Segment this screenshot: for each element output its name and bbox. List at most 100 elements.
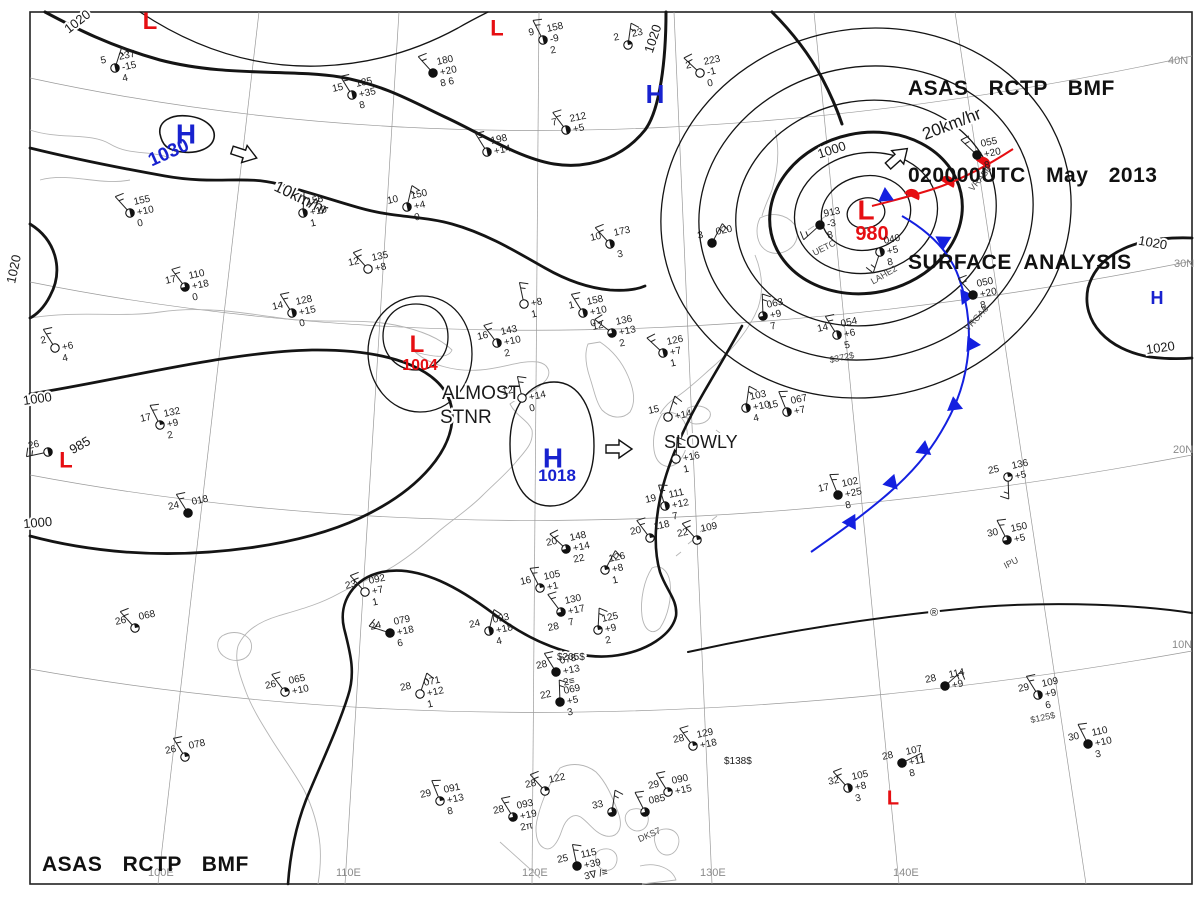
station-pressure-change: +12 [671,497,690,511]
cloud-cover-circle [360,587,370,597]
latitude-line [29,260,1193,331]
station-plot: 16 105+1 [519,566,562,593]
station-pressure: 212 [569,111,588,125]
station-temperature: 29 [647,779,661,792]
wind-barb-tick [659,776,665,779]
wind-barb [302,191,305,209]
wind-barb-tick [650,339,656,343]
station-temperature: 25 [556,853,570,866]
isobar-line [286,324,744,886]
isobar-ring [660,27,1072,399]
wind-barb [149,405,159,422]
station-pressure-change: +8 [611,562,625,575]
wind-barb [996,520,1006,537]
isobar-value-label: 1020 [641,23,664,55]
station-plot: 7 212+5 [551,109,588,135]
isobar-ring [846,197,886,229]
station-pressure: 135 [355,76,374,90]
station-temperature: 20 [629,525,643,538]
station-temperature: 5 [100,55,108,67]
wind-barb-tick [549,529,559,535]
wind-barb-tick [340,73,350,77]
station-dewpoint: 8 6 [439,76,455,90]
station-plot: 17 110+180 [164,266,210,304]
wind-barb-tick [1003,491,1009,494]
cold-front-triangle [882,473,898,490]
station-temperature: 24 [167,500,181,513]
station-dewpoint: 8 [826,230,834,242]
low-pressure-symbol: L [410,331,425,358]
wind-barb-tick [550,596,556,600]
longitude-line [344,11,400,885]
station-pressure-change: +16 [682,450,701,464]
title-line-product: ASAS RCTP BMF [42,853,249,876]
coastline [653,412,688,467]
station-plot: 29 109+96$125$ [1017,673,1060,725]
station-pressure-change: +15 [674,783,693,797]
cold-front-line [810,215,970,553]
cloud-cover-fill [159,420,165,425]
station-pressure: 135 [371,250,390,264]
wind-barb-tick [280,291,290,295]
cloud-cover-circle [663,412,673,422]
wind-barb-tick [1077,722,1088,725]
station-plot: 28 129+18 [672,725,718,751]
station-temperature: 14 [271,300,285,313]
station-temperature: 26 [164,744,178,757]
station-plot: 25 115+393∇ /≡ [556,843,609,883]
station-pressure: 071 [423,675,442,689]
wind-barb-tick [780,396,786,398]
station-temperature: 2 [685,60,693,72]
wind-barb [119,611,133,626]
wind-barb-tick [1026,673,1036,677]
cloud-cover-fill [1007,472,1013,477]
station-plot: 25 136+5 [987,458,1030,500]
pressure-value-label: 1004 [402,357,438,374]
station-temperature: 24 [369,620,383,633]
cloud-cover-fill [561,544,571,554]
station-plot: 33 [591,789,624,817]
station-pressure-change: +13 [618,324,637,338]
isobar-line [509,381,595,507]
coastline [535,764,621,850]
isobar-line [28,222,59,320]
wind-barb-tick [799,231,805,240]
wind-barb-tick [373,623,378,629]
wind-barb [42,329,54,345]
station-temperature: 12 [501,385,515,398]
station-temperature: 1 [568,300,576,312]
wind-barb-tick [492,614,498,619]
wind-barb-tick [552,109,562,113]
station-plot: 22 109 [676,519,719,545]
station-plot: 14 054+65$372$ [816,313,859,365]
station-plot: 103+104 [741,385,771,425]
station-identifier-tag: $125$ [1030,710,1057,725]
station-dewpoint: 2 [166,430,174,442]
station-plot: 155+100 [114,192,155,230]
wind-barb-tick [630,22,640,28]
station-dewpoint: 8 [358,100,366,112]
wind-barb-tick [171,266,181,270]
wind-barb-tick [676,436,686,442]
wind-barb [529,774,543,789]
station-pressure-change: +18 [396,624,415,638]
longitude-line [531,11,540,885]
station-identifier-tag: DKS7 [636,825,662,844]
station-pressure-change: +8 [854,780,868,793]
wind-barb-tick [504,801,510,804]
station-plot: 180+208 6 [417,52,458,90]
station-temperature: 28 [492,804,506,817]
isobar-line [770,10,844,126]
pressure-value-label: 1030 [145,135,192,171]
wind-barb [420,672,428,691]
title-line-type: SURFACE ANALYSIS [908,251,1132,274]
station-dewpoint: 3 [616,249,624,261]
cold-front-triangle [966,335,981,352]
wind-barb-tick [658,484,668,486]
longitude-line [673,11,713,885]
wind-barb-tick [683,53,693,59]
wind-barb-tick [762,293,771,298]
cold-front-triangle [947,396,964,412]
station-pressure-change: +9 [951,678,965,691]
